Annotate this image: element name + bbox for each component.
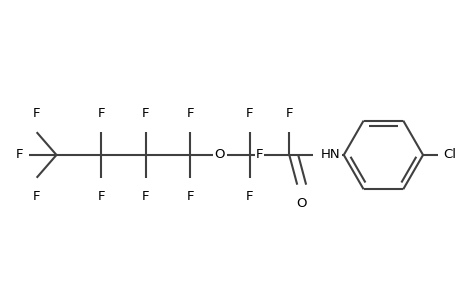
Text: F: F bbox=[33, 190, 40, 202]
Text: F: F bbox=[97, 190, 105, 202]
Text: F: F bbox=[186, 107, 194, 120]
Text: F: F bbox=[33, 107, 40, 120]
Text: F: F bbox=[246, 190, 253, 202]
Text: O: O bbox=[214, 148, 225, 161]
Text: F: F bbox=[255, 148, 263, 161]
Text: F: F bbox=[141, 107, 149, 120]
Text: Cl: Cl bbox=[442, 148, 455, 161]
Text: F: F bbox=[246, 107, 253, 120]
Text: F: F bbox=[97, 107, 105, 120]
Text: HN: HN bbox=[320, 148, 340, 161]
Text: F: F bbox=[141, 190, 149, 202]
Text: F: F bbox=[186, 190, 194, 202]
Text: F: F bbox=[285, 107, 292, 120]
Text: F: F bbox=[15, 148, 23, 161]
Text: O: O bbox=[295, 196, 306, 210]
